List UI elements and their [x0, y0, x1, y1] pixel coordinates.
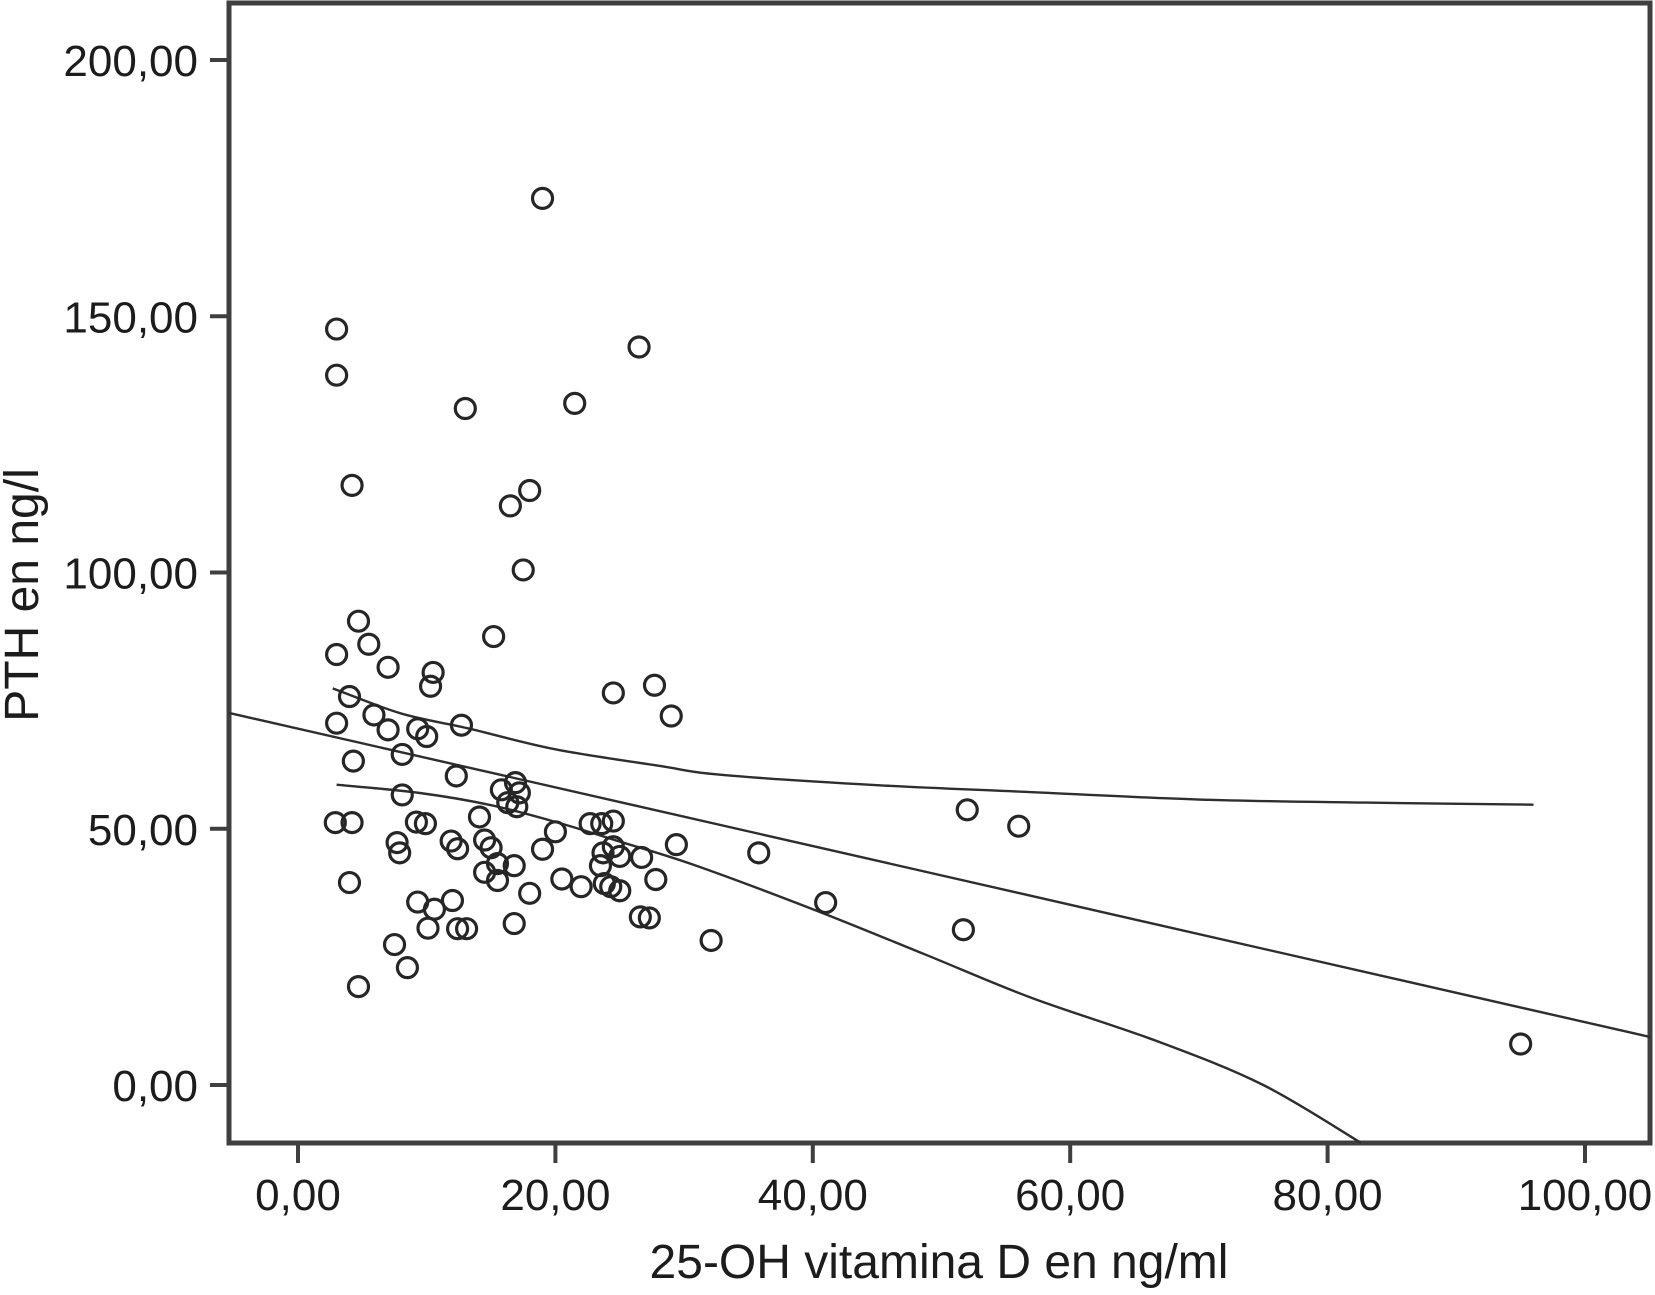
scatter-point [550, 867, 574, 891]
scatter-point [445, 917, 470, 941]
scatter-point [376, 655, 400, 679]
x-axis-title: 25-OH vitamina D en ng/ml [650, 1236, 1229, 1289]
regression-line [228, 711, 1650, 1038]
scatter-point [341, 749, 365, 773]
scatter-point [642, 673, 667, 697]
scatter-point [376, 718, 400, 742]
scatter-point [511, 558, 535, 582]
scatter-point [503, 771, 528, 795]
scatter-point [416, 916, 440, 940]
scatter-point [346, 609, 371, 633]
y-tick-label: 0,00 [112, 1062, 198, 1111]
x-tick-label: 60,00 [1015, 1171, 1125, 1220]
scatter-point [485, 868, 510, 893]
x-tick-label: 20,00 [500, 1171, 610, 1220]
scatter-point [337, 870, 362, 895]
scatter-point [449, 713, 474, 737]
scatter-point [628, 905, 652, 929]
scatter-point [404, 810, 429, 834]
scatter-point [502, 911, 526, 936]
scatter-point [444, 764, 468, 788]
scatter-point [502, 854, 526, 878]
scatter-point [445, 837, 470, 861]
x-tick-label: 80,00 [1273, 1171, 1383, 1220]
scatter-point [747, 841, 771, 865]
scatter-point [498, 494, 522, 518]
scatter-point [337, 684, 362, 709]
scatter-point [664, 833, 688, 857]
y-tick-label: 200,00 [63, 37, 198, 86]
x-tick-label: 0,00 [255, 1171, 341, 1220]
scatter-point [415, 724, 439, 749]
scatter-point [467, 805, 492, 829]
scatter-point [1509, 1032, 1533, 1056]
scatter-point [627, 335, 651, 359]
scatter-point [608, 879, 632, 903]
scatter-point [413, 812, 438, 836]
scatter-point [323, 810, 347, 835]
scatter-point [346, 974, 371, 999]
scatter-point [578, 812, 602, 836]
y-tick-label: 50,00 [88, 806, 198, 855]
scatter-point [454, 917, 479, 941]
scatter-point [659, 704, 683, 728]
scatter-point [601, 809, 625, 833]
scatter-point [325, 711, 349, 735]
scatter-point [325, 363, 349, 387]
plot-area-border [226, 0, 1653, 1146]
scatter-point [418, 674, 443, 698]
scatter-point [1007, 814, 1031, 838]
scatter-point [608, 844, 632, 869]
scatter-point [382, 932, 407, 957]
scatter-points-group [323, 186, 1533, 1056]
scatter-point [362, 703, 386, 727]
scatter-point [530, 837, 555, 861]
scatter-point [543, 820, 568, 844]
y-tick-label: 150,00 [63, 293, 198, 342]
scatter-point [440, 888, 465, 913]
scatter-point [390, 742, 414, 767]
scatter-point [421, 660, 445, 685]
scatter-point [699, 928, 723, 953]
scatter-point [955, 798, 979, 822]
y-tick-label: 100,00 [63, 550, 198, 599]
fit-lines-group [228, 687, 1650, 1144]
scatter-point [505, 795, 529, 819]
scatter-point [453, 396, 477, 421]
scatter-point [590, 812, 614, 836]
scatter-point [569, 875, 593, 899]
scatter-point [530, 186, 555, 210]
scatter-point [644, 867, 668, 892]
scatter-point [518, 478, 542, 503]
ci-lower-curve [336, 783, 1362, 1144]
scatter-point [637, 906, 661, 930]
scatter-point [390, 783, 414, 807]
scatter-point [325, 317, 349, 341]
scatter-point [385, 830, 409, 855]
scatter-point [814, 890, 838, 915]
axis-ticks-group: 200,00 150,00 100,00 50,00 0,00 0,00 20,00 40,0… [63, 37, 1652, 1220]
scatter-point [340, 810, 364, 835]
x-tick-label: 100,00 [1518, 1171, 1653, 1220]
scatter-point [325, 642, 349, 667]
ci-upper-curve [332, 687, 1534, 806]
scatter-point [395, 956, 419, 980]
scatter-point [485, 851, 510, 876]
scatter-point [563, 391, 587, 415]
scatter-point [630, 845, 654, 870]
scatter-point [340, 473, 364, 497]
scatter-point [951, 918, 975, 942]
scatter-point [388, 841, 412, 865]
scatter-point [357, 632, 381, 656]
y-axis-title: PTH en ng/l [0, 468, 49, 721]
scatter-point [601, 681, 625, 705]
x-tick-label: 40,00 [758, 1171, 868, 1220]
scatter-point [518, 881, 542, 905]
scatter-point [482, 624, 506, 649]
